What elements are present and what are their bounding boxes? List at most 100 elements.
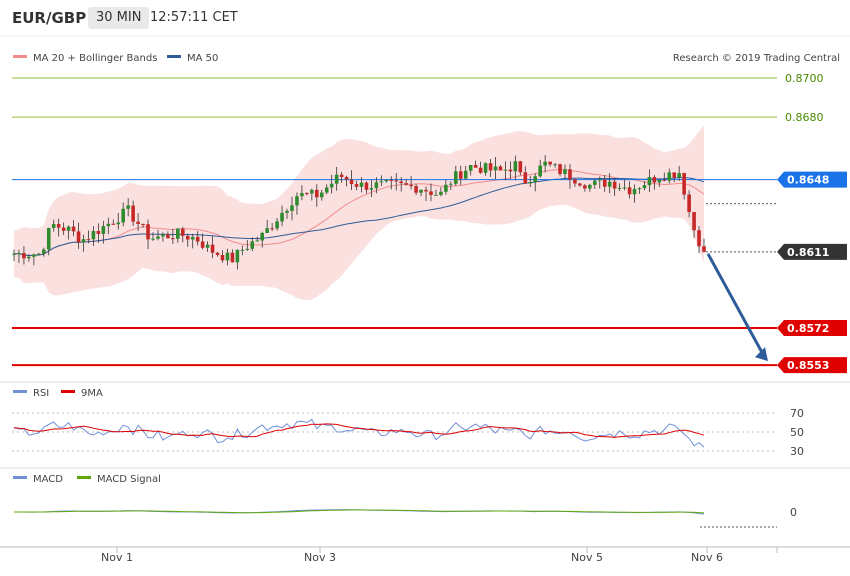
candle-body <box>126 205 130 209</box>
x-axis: Nov 1 Nov 3 Nov 5 Nov 6 <box>101 547 723 564</box>
candle-body <box>195 236 200 242</box>
candle-body <box>12 253 16 255</box>
candle-body <box>627 187 632 195</box>
candle-body <box>498 166 503 171</box>
price-levels: 0.8700 0.8680 0.8648 0.8572 0.8553 0.8611 <box>12 72 847 374</box>
candle <box>394 173 399 191</box>
candle <box>439 187 443 197</box>
candle-body <box>642 185 647 189</box>
candle <box>453 165 458 186</box>
candle-body <box>205 244 210 248</box>
candle-body <box>588 184 592 189</box>
candle <box>379 175 384 187</box>
candle <box>444 180 448 195</box>
candle <box>434 189 438 196</box>
candle-body <box>592 180 597 185</box>
candle-body <box>453 171 458 184</box>
candle-body <box>523 172 528 184</box>
candle-body <box>597 179 602 181</box>
candle-body <box>101 226 106 234</box>
candle-body <box>131 205 135 222</box>
candle-body <box>265 228 269 233</box>
candle-body <box>414 186 418 193</box>
candle-body <box>384 179 389 182</box>
candle <box>538 159 542 178</box>
candle <box>493 157 498 179</box>
candle <box>568 164 572 189</box>
candle <box>17 249 21 263</box>
candle-body <box>702 246 706 252</box>
candle-body <box>215 252 220 255</box>
legend-ma50-label: MA 50 <box>187 53 218 64</box>
legend-macd-label: MACD <box>33 474 63 485</box>
candle-body <box>180 228 185 236</box>
candle-body <box>538 165 542 177</box>
candle-body <box>389 179 394 181</box>
candle-body <box>409 184 413 187</box>
candle <box>190 233 195 249</box>
candle <box>295 192 299 215</box>
rsi-tick-label: 50 <box>790 426 804 439</box>
legend-swatch-9ma <box>61 390 75 393</box>
candle <box>27 254 31 262</box>
candle <box>578 182 582 187</box>
candle-body <box>568 169 572 180</box>
legend-swatch-ma50 <box>167 55 181 58</box>
candle-body <box>275 221 279 229</box>
candle-body <box>632 188 637 195</box>
candle-body <box>513 161 518 172</box>
candle <box>662 172 667 182</box>
candle-body <box>528 182 533 184</box>
candle-body <box>662 179 667 181</box>
candle <box>230 249 235 263</box>
candle-body <box>171 238 175 240</box>
x-tick-label: Nov 6 <box>691 551 723 564</box>
candle <box>106 217 111 235</box>
timeframe-badge[interactable]: 30 MIN <box>88 7 150 29</box>
candle <box>324 184 329 195</box>
candle <box>692 211 696 238</box>
candle <box>161 232 165 242</box>
bollinger-band-fill <box>14 125 704 301</box>
candle <box>220 250 225 263</box>
candle-body <box>334 174 339 184</box>
candle-body <box>106 223 111 227</box>
candle <box>414 183 418 196</box>
legend-macd-signal-label: MACD Signal <box>97 474 161 485</box>
candle-body <box>379 181 384 183</box>
candle <box>315 184 319 207</box>
candle <box>384 179 389 183</box>
candle <box>37 252 41 256</box>
candle <box>225 248 230 266</box>
candle <box>136 213 140 232</box>
candle <box>121 202 126 227</box>
candle-body <box>319 192 324 198</box>
macd-panel: 0 <box>14 506 797 528</box>
candle-body <box>578 183 582 186</box>
candle-body <box>493 166 498 171</box>
candle <box>597 176 602 189</box>
candle-body <box>563 169 567 175</box>
candle-body <box>91 230 96 240</box>
candle <box>543 155 547 173</box>
candle <box>46 227 51 256</box>
candle <box>622 179 627 191</box>
rsi-tick-label: 70 <box>790 407 804 420</box>
candle-body <box>61 227 66 231</box>
candle <box>483 162 488 176</box>
candle <box>389 176 394 190</box>
candle-body <box>76 231 81 243</box>
candle <box>672 172 677 183</box>
candle <box>61 222 66 235</box>
candle-body <box>136 221 140 225</box>
candle <box>642 181 647 191</box>
candle-body <box>429 191 433 196</box>
candle-body <box>458 171 463 179</box>
forecast-arrow-shaft <box>706 253 766 357</box>
candle-body <box>230 252 235 263</box>
level-label: 0.8553 <box>787 359 829 372</box>
candle <box>478 161 483 174</box>
candle <box>523 166 528 185</box>
candle <box>498 164 503 171</box>
candle <box>563 164 567 180</box>
